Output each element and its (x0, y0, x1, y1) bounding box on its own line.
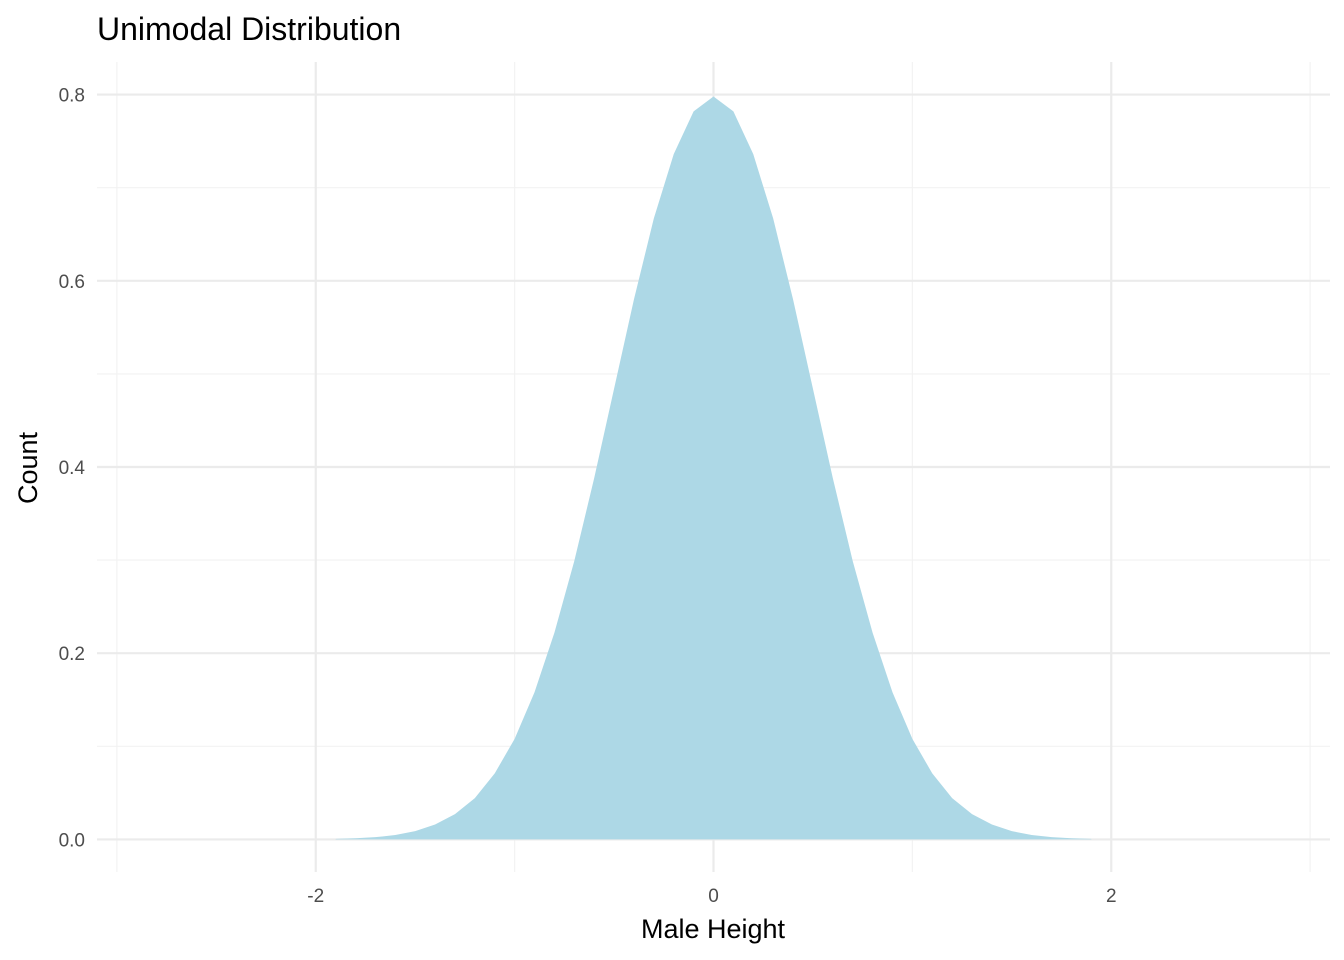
x-axis-title: Male Height (641, 914, 786, 944)
density-area (335, 96, 1092, 840)
x-axis-tick-labels: -2 0 2 (307, 886, 1116, 907)
y-axis-title: Count (13, 431, 43, 504)
y-tick-label: 0.0 (59, 830, 85, 851)
y-tick-label: 0.8 (59, 86, 85, 107)
y-tick-label: 0.4 (59, 458, 86, 479)
x-tick-label: 2 (1106, 886, 1117, 907)
density-area-layer (335, 96, 1092, 840)
y-axis-tick-labels: 0.0 0.2 0.4 0.6 0.8 (59, 86, 86, 852)
chart-title: Unimodal Distribution (97, 11, 401, 47)
y-tick-label: 0.2 (59, 644, 85, 665)
y-tick-label: 0.6 (59, 272, 85, 293)
x-tick-label: -2 (307, 886, 324, 907)
x-tick-label: 0 (708, 886, 719, 907)
